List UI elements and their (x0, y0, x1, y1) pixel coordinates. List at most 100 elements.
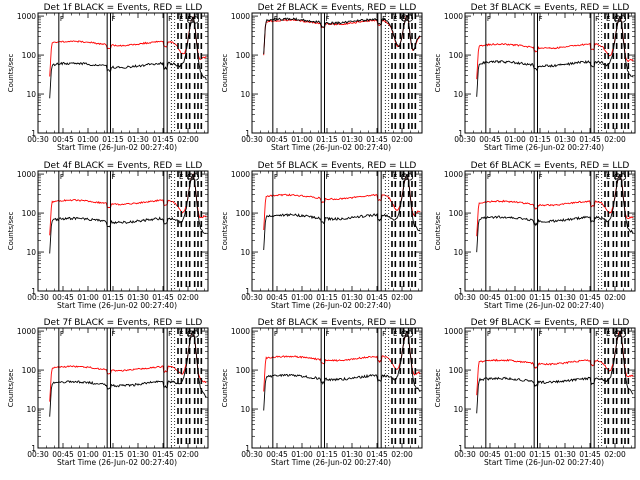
flag-label: E (393, 15, 397, 23)
x-tick-label: 01:30 (554, 450, 576, 459)
plot-frame (37, 170, 209, 292)
y-axis-label: Counts/sec (221, 212, 229, 251)
x-tick-label: 01:15 (102, 293, 124, 302)
peak-marker (405, 173, 414, 181)
lld-line (476, 174, 634, 237)
plot-frame (464, 170, 636, 292)
events-line (49, 16, 207, 99)
flag-label: F (326, 330, 330, 338)
x-tick-label: 01:00 (291, 293, 313, 302)
y-tick-label: 1000 (17, 327, 36, 336)
x-tick-label: 01:30 (554, 135, 576, 144)
flag-label: F (382, 173, 386, 181)
peak-marker (618, 173, 627, 181)
y-tick-label: 10 (240, 248, 250, 257)
peak-marker (400, 173, 409, 181)
flag-label: F (112, 173, 116, 181)
x-tick-label: 01:45 (579, 450, 601, 459)
y-tick-label: 1000 (17, 12, 36, 21)
plot-frame (464, 327, 636, 449)
x-tick-label: 01:45 (366, 293, 388, 302)
x-tick-label: 02:00 (604, 293, 626, 302)
y-tick-label: 10 (453, 90, 463, 99)
y-tick-label: 10 (240, 90, 250, 99)
x-tick-label: 00:45 (479, 450, 501, 459)
peak-marker (613, 15, 622, 23)
chart-panel-1f: Det 1f BLACK = Events, RED = LLD 1 10 100 10… (7, 3, 209, 152)
panel-title: Det 6f BLACK = Events, RED = LLD (471, 161, 630, 171)
x-tick-label: 01:15 (102, 135, 124, 144)
x-tick-label: 01:00 (77, 450, 99, 459)
y-tick-label: 10 (240, 405, 250, 414)
lld-line (476, 16, 634, 80)
x-tick-label: 01:00 (291, 450, 313, 459)
lld-line (263, 331, 421, 392)
peak-marker (400, 14, 409, 22)
panel-title: Det 9f BLACK = Events, RED = LLD (471, 318, 630, 328)
flag-label: E (187, 330, 191, 338)
x-axis-label: Start Time (26-Jun-02 00:27:40) (271, 301, 391, 310)
flag-label: F (487, 173, 491, 181)
events-line (476, 174, 634, 253)
flag-label: F (487, 15, 491, 23)
x-tick-label: 01:30 (341, 293, 363, 302)
x-tick-label: 00:45 (52, 450, 74, 459)
x-axis-label: Start Time (26-Jun-02 00:27:40) (271, 143, 391, 152)
flag-label: F (326, 173, 330, 181)
x-axis-label: Start Time (26-Jun-02 00:27:40) (57, 143, 177, 152)
events-line (263, 330, 421, 411)
y-axis-label: Counts/sec (434, 369, 442, 408)
y-tick-label: 100 (236, 209, 251, 218)
lld-line (476, 330, 634, 396)
peak-marker (618, 15, 627, 23)
lld-line (49, 173, 207, 236)
flag-label: F (274, 173, 278, 181)
y-tick-label: 1 (31, 287, 36, 296)
peak-marker (613, 330, 622, 338)
x-tick-label: 00:30 (241, 450, 263, 459)
x-tick-label: 01:30 (554, 293, 576, 302)
x-tick-label: 00:30 (454, 293, 476, 302)
peak-marker (186, 173, 195, 181)
x-tick-label: 00:45 (479, 135, 501, 144)
events-line (49, 174, 207, 254)
y-tick-label: 1000 (17, 170, 36, 179)
y-tick-label: 1000 (444, 327, 463, 336)
y-axis-label: Counts/sec (7, 54, 15, 93)
plot-frame (251, 12, 423, 134)
x-tick-label: 01:00 (504, 450, 526, 459)
y-tick-label: 100 (236, 366, 251, 375)
flag-label: E (614, 15, 618, 23)
flag-label: E (179, 173, 183, 181)
y-tick-label: 100 (236, 51, 251, 60)
y-axis-label: Counts/sec (434, 54, 442, 93)
x-tick-label: 00:45 (52, 135, 74, 144)
plot-frame (251, 327, 423, 449)
x-tick-label: 00:30 (27, 450, 49, 459)
flag-label: E (179, 330, 183, 338)
y-tick-label: 1 (31, 444, 36, 453)
x-axis-label: Start Time (26-Jun-02 00:27:40) (271, 458, 391, 467)
y-tick-label: 100 (449, 209, 464, 218)
x-tick-label: 01:45 (366, 135, 388, 144)
flag-label: E (614, 173, 618, 181)
y-tick-label: 10 (26, 90, 36, 99)
x-tick-label: 02:00 (604, 135, 626, 144)
lld-line (263, 174, 421, 231)
peak-marker (400, 330, 409, 338)
plot-frame (37, 12, 209, 134)
panel-title: Det 7f BLACK = Events, RED = LLD (44, 318, 203, 328)
x-tick-label: 01:00 (504, 293, 526, 302)
panel-title: Det 2f BLACK = Events, RED = LLD (258, 3, 417, 13)
y-tick-label: 10 (453, 248, 463, 257)
x-tick-label: 00:30 (241, 135, 263, 144)
y-tick-label: 100 (449, 366, 464, 375)
chart-panel-7f: Det 7f BLACK = Events, RED = LLD 1 10 100 10… (7, 318, 209, 467)
x-tick-label: 01:30 (127, 293, 149, 302)
chart-panel-6f: Det 6f BLACK = Events, RED = LLD 1 10 100 10… (434, 161, 636, 310)
y-tick-label: 1000 (231, 170, 250, 179)
flag-label: F (60, 330, 64, 338)
plot-frame (251, 170, 423, 292)
x-tick-label: 01:45 (152, 293, 174, 302)
